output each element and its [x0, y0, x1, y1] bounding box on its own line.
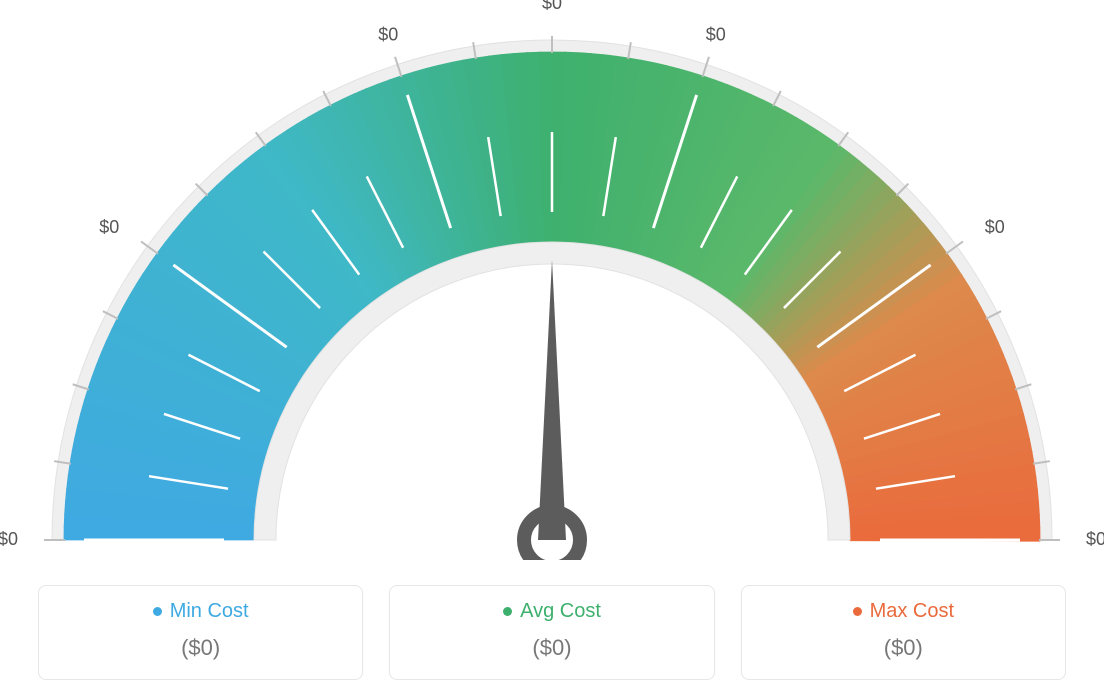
legend-title-avg: Avg Cost [503, 600, 601, 623]
gauge-svg: $0 $0 $0 $0 $0 $0 $0 [0, 0, 1104, 560]
legend-card-min: Min Cost ($0) [38, 585, 363, 680]
gauge-tick-label: $0 [99, 217, 119, 237]
gauge-tick-label: $0 [1086, 529, 1104, 549]
legend-title-min-text: Min Cost [170, 600, 249, 623]
legend-title-max: Max Cost [853, 600, 954, 623]
gauge-tick-label: $0 [0, 529, 18, 549]
gauge-tick-label: $0 [542, 0, 562, 13]
legend-title-min: Min Cost [153, 600, 249, 623]
gauge-tick-label: $0 [378, 25, 398, 45]
legend-dot-max [853, 607, 862, 616]
legend-card-max: Max Cost ($0) [741, 585, 1066, 680]
gauge-tick-label: $0 [706, 25, 726, 45]
gauge-tick-label: $0 [985, 217, 1005, 237]
legend-value-avg: ($0) [400, 635, 703, 661]
legend-row: Min Cost ($0) Avg Cost ($0) Max Cost ($0… [38, 585, 1066, 680]
legend-title-avg-text: Avg Cost [520, 600, 601, 623]
legend-title-max-text: Max Cost [870, 600, 954, 623]
legend-card-avg: Avg Cost ($0) [389, 585, 714, 680]
legend-value-max: ($0) [752, 635, 1055, 661]
legend-value-min: ($0) [49, 635, 352, 661]
legend-dot-avg [503, 607, 512, 616]
legend-dot-min [153, 607, 162, 616]
gauge-chart: $0 $0 $0 $0 $0 $0 $0 [0, 0, 1104, 560]
cost-gauge-container: $0 $0 $0 $0 $0 $0 $0 Min Cost ($0) Avg Cost ($… [0, 0, 1104, 690]
